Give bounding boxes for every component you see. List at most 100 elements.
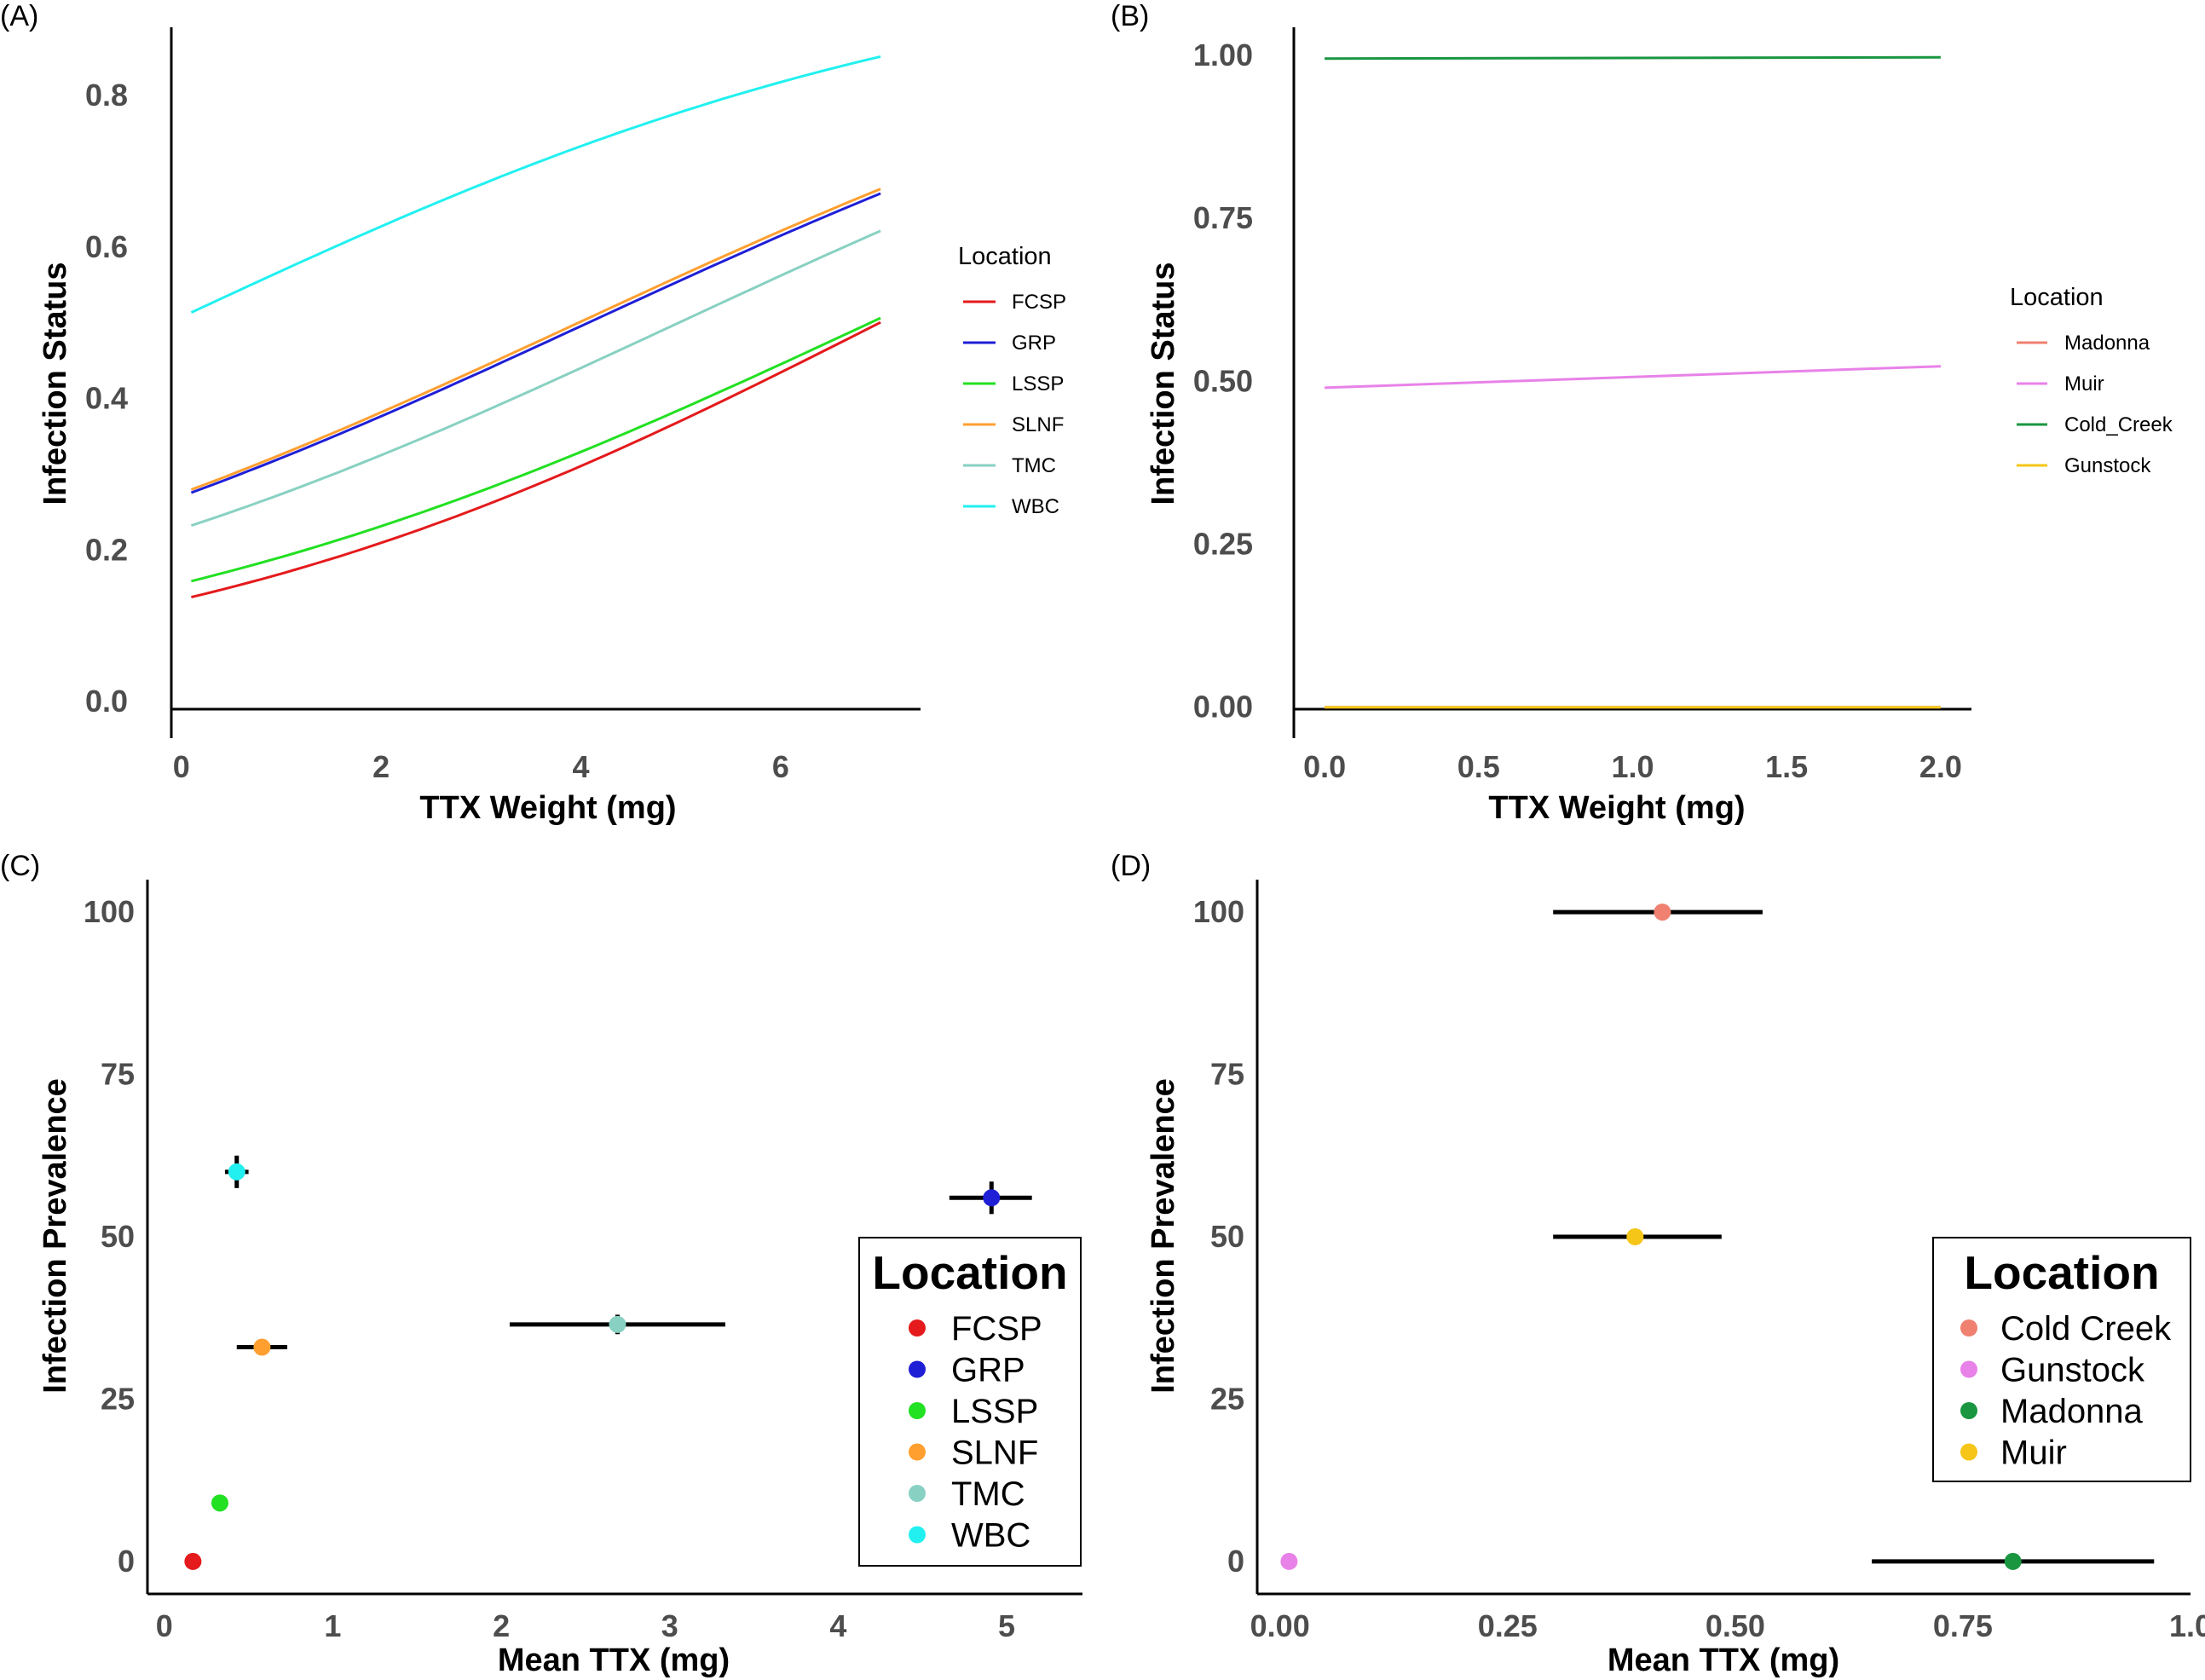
panel-c-y-tick-label: 75 xyxy=(101,1057,135,1092)
panel-d-legend-key-gunstock xyxy=(1960,1360,1977,1378)
panel-c-legend-key-lssp xyxy=(909,1402,926,1419)
panel-b-legend-label-gunstock: Gunstock xyxy=(2064,454,2151,477)
panel-c-points xyxy=(184,1155,1032,1570)
panel-a-y-axis-title: Infection Status xyxy=(38,262,73,505)
panel-a-series-line-tmc xyxy=(190,229,881,528)
panel-b-x-tick-label: 0.5 xyxy=(1457,749,1500,784)
panel-a-x-tick-label: 6 xyxy=(772,749,789,784)
panel-d-point-cold-creek xyxy=(1654,904,1671,921)
panel-d-x-tick-label: 0.00 xyxy=(1250,1608,1310,1643)
panel-d-legend-box xyxy=(1932,1237,2191,1482)
panel-b-legend-label-muir: Muir xyxy=(2064,372,2104,395)
panel-d-legend-key-madonna xyxy=(1960,1402,1977,1419)
panel-b-legend-items: Madonna Muir Cold_Creek Gunstock xyxy=(2017,332,2173,477)
panel-c-legend-label-lssp: LSSP xyxy=(951,1393,1038,1430)
panel-a-legend: Location FCSP GRP LSSP SLNF TMC WBC xyxy=(958,243,1066,518)
panel-b-legend-label-madonna: Madonna xyxy=(2064,332,2150,355)
panel-b-label: (B) xyxy=(1111,0,1149,32)
panel-b-y-axis-title: Infection Status xyxy=(1146,262,1181,505)
panel-a-series-line-lssp xyxy=(191,316,881,583)
panel-a-y-tick-label: 0.2 xyxy=(85,532,128,567)
panel-b-y-tick-label: 0.75 xyxy=(1193,200,1253,235)
panel-b-y-tick-label: 1.00 xyxy=(1193,38,1253,72)
panel-d-ticks: 0.00 0.25 0.50 0.75 1.0 0 25 50 75 100 xyxy=(1193,894,2205,1643)
panel-c-y-tick-label: 0 xyxy=(118,1544,135,1579)
panel-d-legend-label-cold-creek: Cold Creek xyxy=(2000,1310,2172,1348)
panel-b-x-tick-label: 1.5 xyxy=(1765,749,1808,784)
panel-a-legend-label-lssp: LSSP xyxy=(1012,372,1064,395)
panel-d-label: (D) xyxy=(1111,850,1151,882)
panel-b-legend: Location Madonna Muir Cold_Creek Gunstock xyxy=(2010,284,2173,477)
panel-a-y-tick-label: 0.8 xyxy=(85,78,128,113)
panel-d-legend-label-gunstock: Gunstock xyxy=(2000,1352,2145,1389)
panel-c-x-tick-label: 5 xyxy=(998,1608,1015,1643)
panel-c-point-wbc xyxy=(228,1163,245,1181)
panel-d-x-tick-label: 1.0 xyxy=(2169,1608,2205,1643)
panel-d-y-tick-label: 75 xyxy=(1210,1057,1244,1092)
panel-d-legend-key-cold-creek xyxy=(1960,1319,1977,1336)
panel-b-x-axis-title: TTX Weight (mg) xyxy=(1488,790,1745,826)
panel-b: (B) 0.0 0.5 1.0 1.5 2.00.000.250.500.751.00 … xyxy=(1111,0,2173,826)
panel-c-legend-box xyxy=(858,1237,1082,1567)
panel-a-legend-title: Location xyxy=(958,243,1052,270)
panel-d-y-tick-label: 50 xyxy=(1210,1219,1244,1254)
panel-a-y-tick-label: 0.6 xyxy=(85,229,128,264)
panel-b-legend-title: Location xyxy=(2010,284,2104,311)
panel-a-legend-label-fcsp: FCSP xyxy=(1012,291,1066,314)
panel-d-legend: Location Cold Creek Gunstock Madonna Muir xyxy=(1932,1237,2191,1482)
panel-c-legend-label-grp: GRP xyxy=(951,1352,1025,1389)
panel-b-legend-label-cold-creek: Cold_Creek xyxy=(2064,413,2173,436)
panel-b-y-tick-label: 0.50 xyxy=(1193,363,1253,398)
panel-b-series-line-muir xyxy=(1325,365,1941,390)
panel-c-y-tick-label: 100 xyxy=(84,894,135,929)
panel-c-legend-key-tmc xyxy=(909,1485,926,1502)
panel-d-x-tick-label: 0.75 xyxy=(1933,1608,1993,1643)
panel-a-series-line-slnf xyxy=(190,188,881,491)
panel-b-x-tick-label: 1.0 xyxy=(1611,749,1654,784)
panel-c-y-tick-label: 25 xyxy=(101,1381,135,1416)
panel-d-legend-title: Location xyxy=(1964,1246,2159,1299)
panel-c-legend-label-fcsp: FCSP xyxy=(951,1310,1042,1348)
panel-d-point-madonna xyxy=(2004,1552,2022,1570)
panel-c-legend-key-wbc xyxy=(909,1526,926,1544)
panel-d-y-tick-label: 0 xyxy=(1227,1544,1244,1579)
panel-c-legend-key-grp xyxy=(909,1360,926,1378)
panel-d-y-tick-label: 100 xyxy=(1193,894,1244,929)
panel-a-y-tick-label: 0.4 xyxy=(85,381,128,416)
panel-c-x-tick-label: 0 xyxy=(156,1608,173,1643)
panel-c-x-axis-title: Mean TTX (mg) xyxy=(498,1642,730,1678)
panel-c-x-tick-label: 3 xyxy=(661,1608,678,1643)
panel-d-x-tick-label: 0.25 xyxy=(1478,1608,1538,1643)
panel-a-legend-label-slnf: SLNF xyxy=(1012,413,1064,436)
panel-a: (A) 0 2 4 60.00.20.40.60.8 TTX Weight (mg) … xyxy=(0,0,1066,826)
panel-c-point-lssp xyxy=(211,1494,228,1512)
panel-a-lines xyxy=(190,55,881,599)
panel-b-series-line-cold-creek xyxy=(1325,55,1941,61)
panel-d-x-axis-title: Mean TTX (mg) xyxy=(1608,1642,1839,1678)
panel-c-legend-label-wbc: WBC xyxy=(951,1517,1030,1555)
panel-a-y-tick-label: 0.0 xyxy=(85,684,128,719)
panel-d-legend-label-madonna: Madonna xyxy=(2000,1393,2144,1430)
panel-a-legend-label-wbc: WBC xyxy=(1012,495,1059,518)
panel-c-label: (C) xyxy=(0,850,40,882)
panel-c-point-fcsp xyxy=(184,1552,202,1570)
panel-b-lines xyxy=(1325,55,1941,709)
panel-d-x-tick-label: 0.50 xyxy=(1706,1608,1765,1643)
panel-c-y-axis-title: Infection Prevalence xyxy=(38,1078,73,1394)
panel-a-x-tick-label: 0 xyxy=(173,749,190,784)
panel-b-y-tick-label: 0.25 xyxy=(1193,527,1253,562)
panel-d: (D) 0.00 0.25 0.50 0.75 1.0 0 25 50 75 100 Mean T… xyxy=(1111,850,2205,1678)
panel-c-legend-key-fcsp xyxy=(909,1319,926,1336)
panel-d-legend-key-muir xyxy=(1960,1443,1977,1461)
panel-c-y-tick-label: 50 xyxy=(101,1219,135,1254)
panel-a-legend-label-tmc: TMC xyxy=(1012,454,1056,477)
panel-c-legend-label-slnf: SLNF xyxy=(951,1435,1038,1472)
panel-a-series-line-fcsp xyxy=(191,320,881,599)
panel-b-x-tick-label: 0.0 xyxy=(1303,749,1346,784)
panel-c-point-grp xyxy=(983,1189,1001,1207)
